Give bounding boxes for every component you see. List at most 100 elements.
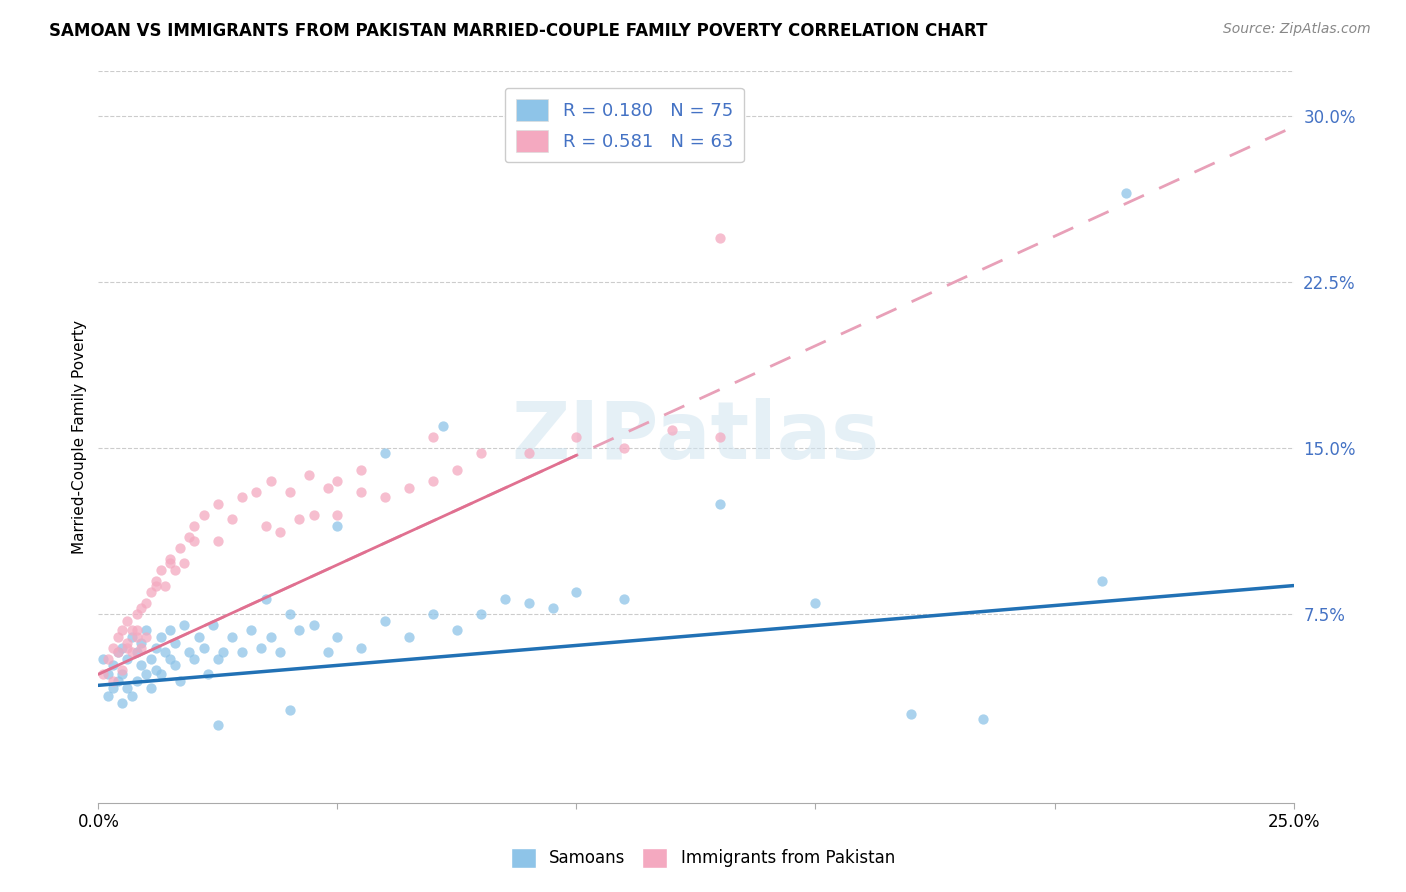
Point xyxy=(131,636,153,650)
Point xyxy=(131,640,153,655)
Point xyxy=(494,591,516,606)
Point xyxy=(125,673,148,688)
Point xyxy=(155,645,177,659)
Point xyxy=(149,630,172,644)
Point xyxy=(302,508,325,522)
Point xyxy=(221,512,243,526)
Point xyxy=(107,645,129,659)
Point xyxy=(197,667,219,681)
Point xyxy=(374,445,396,459)
Point xyxy=(159,651,181,665)
Point xyxy=(121,645,143,659)
Point xyxy=(207,651,229,665)
Point xyxy=(135,630,157,644)
Point xyxy=(207,718,229,732)
Point xyxy=(298,467,321,482)
Point xyxy=(139,681,162,695)
Point xyxy=(135,596,157,610)
Point xyxy=(613,441,636,455)
Point xyxy=(541,600,564,615)
Point xyxy=(211,645,233,659)
Point xyxy=(131,600,153,615)
Point xyxy=(135,667,157,681)
Point xyxy=(661,424,683,438)
Point xyxy=(131,658,153,673)
Point xyxy=(326,508,349,522)
Point xyxy=(145,640,167,655)
Point xyxy=(446,623,468,637)
Point xyxy=(145,578,167,592)
Point xyxy=(316,645,339,659)
Point xyxy=(709,497,731,511)
Point xyxy=(173,618,195,632)
Point xyxy=(107,630,129,644)
Point xyxy=(326,518,349,533)
Point xyxy=(111,667,134,681)
Y-axis label: Married-Couple Family Poverty: Married-Couple Family Poverty xyxy=(72,320,87,554)
Point xyxy=(101,640,124,655)
Legend: Samoans, Immigrants from Pakistan: Samoans, Immigrants from Pakistan xyxy=(505,841,901,875)
Point xyxy=(159,623,181,637)
Point xyxy=(111,623,134,637)
Point xyxy=(121,623,143,637)
Point xyxy=(125,630,148,644)
Point xyxy=(111,663,134,677)
Point xyxy=(159,557,181,571)
Point xyxy=(350,485,373,500)
Point xyxy=(115,614,138,628)
Point xyxy=(115,651,138,665)
Point xyxy=(121,690,143,704)
Point xyxy=(145,574,167,589)
Point xyxy=(326,630,349,644)
Point xyxy=(316,481,339,495)
Point xyxy=(179,530,201,544)
Point xyxy=(163,658,186,673)
Point xyxy=(163,636,186,650)
Point xyxy=(517,445,540,459)
Text: ZIPatlas: ZIPatlas xyxy=(512,398,880,476)
Point xyxy=(169,673,191,688)
Point xyxy=(422,607,444,622)
Point xyxy=(1115,186,1137,201)
Point xyxy=(155,578,177,592)
Point xyxy=(163,563,186,577)
Point xyxy=(1091,574,1114,589)
Point xyxy=(149,563,172,577)
Point xyxy=(565,430,588,444)
Point xyxy=(135,623,157,637)
Point xyxy=(709,430,731,444)
Point xyxy=(278,607,301,622)
Point xyxy=(245,485,267,500)
Point xyxy=(374,490,396,504)
Point xyxy=(207,497,229,511)
Point xyxy=(398,630,420,644)
Point xyxy=(972,712,994,726)
Point xyxy=(350,640,373,655)
Point xyxy=(269,645,291,659)
Point xyxy=(115,636,138,650)
Point xyxy=(240,623,263,637)
Point xyxy=(169,541,191,555)
Point xyxy=(125,645,148,659)
Point xyxy=(207,534,229,549)
Point xyxy=(278,703,301,717)
Point xyxy=(121,630,143,644)
Point xyxy=(91,667,114,681)
Point xyxy=(565,585,588,599)
Point xyxy=(101,673,124,688)
Point xyxy=(432,419,454,434)
Point xyxy=(231,490,253,504)
Point xyxy=(446,463,468,477)
Point xyxy=(302,618,325,632)
Point xyxy=(107,673,129,688)
Point xyxy=(422,430,444,444)
Point xyxy=(139,585,162,599)
Point xyxy=(221,630,243,644)
Point xyxy=(250,640,273,655)
Point xyxy=(107,645,129,659)
Point xyxy=(259,475,281,489)
Point xyxy=(259,630,281,644)
Point xyxy=(183,651,205,665)
Point xyxy=(159,552,181,566)
Point xyxy=(125,607,148,622)
